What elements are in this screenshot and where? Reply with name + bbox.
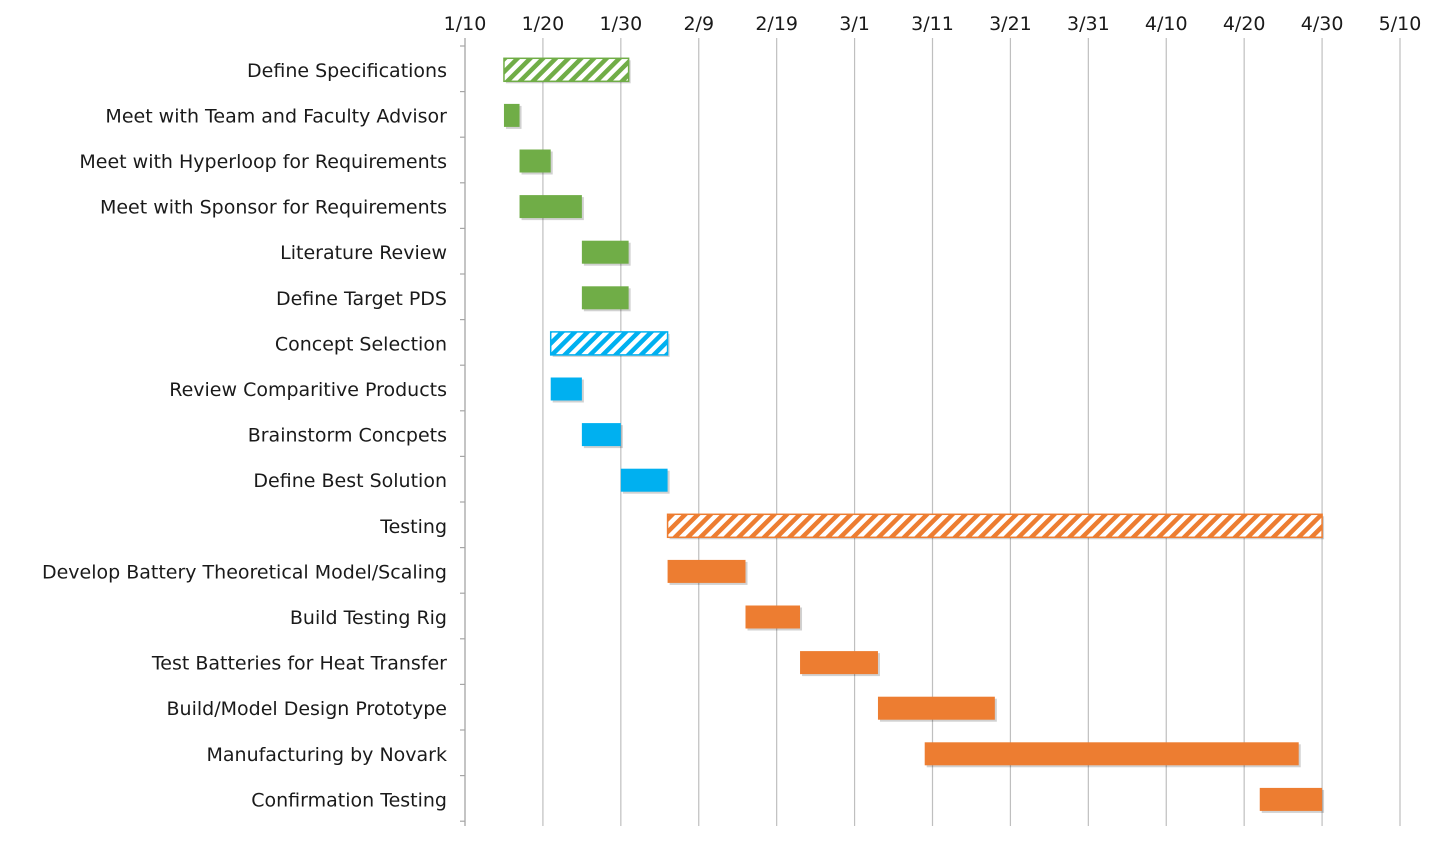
date-tick-label: 3/1 — [839, 13, 870, 35]
task-label: Manufacturing by Novark — [206, 744, 447, 766]
task-label: Brainstorm Concpets — [248, 425, 447, 447]
task-label: Meet with Sponsor for Requirements — [100, 197, 447, 219]
task-label: Define Target PDS — [276, 288, 447, 310]
task-label: Meet with Hyperloop for Requirements — [79, 151, 447, 173]
task-bar — [667, 559, 748, 585]
grid-lines — [464, 38, 1401, 826]
date-tick-label: 3/21 — [989, 13, 1032, 35]
task-bar — [503, 57, 631, 84]
task-label: Meet with Team and Faculty Advisor — [105, 105, 447, 127]
task-bar — [581, 240, 631, 266]
task-bar — [666, 513, 1325, 540]
task-bar — [581, 423, 623, 449]
task-label: Literature Review — [280, 242, 447, 264]
date-tick-label: 1/10 — [444, 13, 487, 35]
task-labels: Define Specifications Meet with Team and … — [42, 60, 447, 812]
date-tick-label: 3/31 — [1067, 13, 1110, 35]
task-label: Build/Model Design Prototype — [167, 698, 447, 720]
task-bar — [800, 651, 880, 677]
date-axis-tick-labels: 1/10 1/20 1/30 2/9 2/19 3/1 3/11 3/21 3/31 4/10 4/… — [444, 13, 1422, 35]
task-bar — [549, 331, 670, 357]
task-label: Review Comparitive Products — [169, 379, 447, 401]
task-label: Develop Battery Theoretical Model/Scalin… — [42, 561, 447, 583]
task-label: Testing — [379, 516, 447, 538]
task-label: Concept Selection — [275, 333, 447, 355]
date-tick-label: 4/10 — [1145, 13, 1188, 35]
task-bar — [1259, 787, 1325, 813]
task-label: Define Specifications — [247, 60, 447, 82]
date-tick-label: 5/10 — [1379, 13, 1422, 35]
task-bar — [924, 742, 1301, 768]
task-bar — [519, 195, 584, 221]
date-tick-label: 3/11 — [911, 13, 954, 35]
date-tick-label: 1/20 — [522, 13, 565, 35]
date-tick-label: 1/30 — [599, 13, 642, 35]
task-bar — [519, 149, 553, 175]
task-bar — [550, 377, 584, 403]
date-tick-label: 4/30 — [1301, 13, 1344, 35]
task-label: Build Testing Rig — [290, 607, 447, 629]
category-axis — [460, 38, 466, 826]
task-bar — [745, 605, 803, 631]
task-bar — [581, 286, 631, 312]
date-tick-label: 2/9 — [683, 13, 714, 35]
task-bar — [620, 468, 670, 494]
date-tick-label: 2/19 — [755, 13, 798, 35]
task-bars — [503, 57, 1325, 813]
task-label: Confirmation Testing — [251, 789, 447, 811]
date-tick-label: 4/20 — [1223, 13, 1266, 35]
task-label: Define Best Solution — [253, 470, 447, 492]
task-bar — [877, 696, 997, 722]
task-label: Test Batteries for Heat Transfer — [151, 653, 447, 675]
task-bar — [503, 103, 522, 129]
